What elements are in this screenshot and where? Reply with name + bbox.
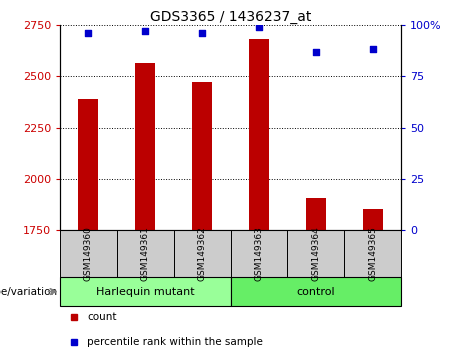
Text: GSM149365: GSM149365	[368, 227, 377, 281]
Bar	[192, 82, 212, 230]
Point	[255, 24, 263, 30]
Bar	[60, 230, 117, 277]
Text: GSM149362: GSM149362	[198, 227, 207, 281]
Bar	[363, 209, 383, 230]
Title: GDS3365 / 1436237_at: GDS3365 / 1436237_at	[150, 10, 311, 24]
Bar	[249, 39, 269, 230]
Point	[85, 30, 92, 36]
Text: control: control	[296, 287, 335, 297]
Text: genotype/variation: genotype/variation	[0, 287, 60, 297]
Bar	[60, 277, 230, 306]
Bar	[230, 277, 401, 306]
Text: GSM149364: GSM149364	[311, 227, 320, 281]
Point	[198, 30, 206, 36]
Bar	[306, 198, 326, 230]
Bar	[174, 230, 230, 277]
Bar	[287, 230, 344, 277]
Text: GSM149360: GSM149360	[84, 227, 93, 281]
Text: GSM149361: GSM149361	[141, 227, 150, 281]
Text: percentile rank within the sample: percentile rank within the sample	[87, 337, 263, 347]
Point	[312, 49, 319, 55]
Bar	[230, 230, 287, 277]
Text: count: count	[87, 312, 117, 322]
Bar	[135, 63, 155, 230]
Text: GSM149363: GSM149363	[254, 227, 263, 281]
Bar	[78, 99, 98, 230]
Bar	[117, 230, 174, 277]
Point	[369, 47, 376, 52]
Text: Harlequin mutant: Harlequin mutant	[96, 287, 195, 297]
Bar	[344, 230, 401, 277]
Point	[142, 28, 149, 34]
